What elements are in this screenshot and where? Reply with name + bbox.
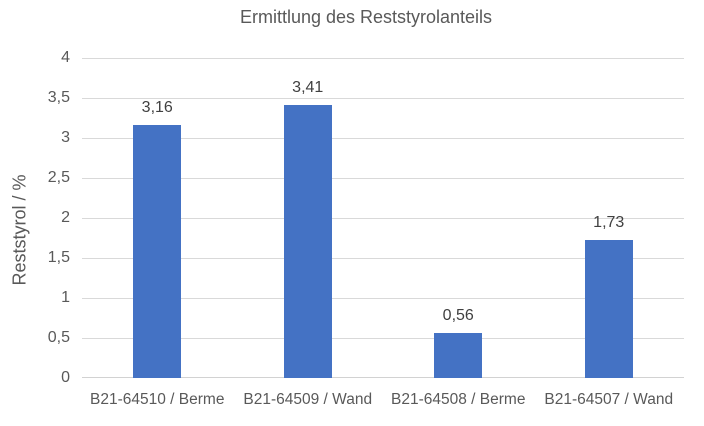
x-axis-category-label: B21-64507 / Wand — [544, 391, 674, 408]
gridline — [82, 178, 684, 179]
y-tick-label: 2,5 — [47, 169, 70, 186]
gridline — [82, 338, 684, 339]
y-tick-label: 0 — [61, 369, 70, 386]
x-axis-line — [82, 377, 684, 378]
bar — [283, 105, 332, 378]
bar — [584, 239, 633, 378]
gridline — [82, 58, 684, 59]
plot-area: 3,16 3,41 0,56 1,73 — [82, 58, 684, 378]
gridline — [82, 298, 684, 299]
y-tick-label: 1,5 — [47, 249, 70, 266]
x-axis-category-labels: B21-64510 / Berme B21-64509 / Wand B21-645… — [82, 391, 684, 413]
bar-value-label: 3,41 — [292, 79, 324, 97]
bar — [133, 125, 182, 378]
x-axis-category-label: B21-64509 / Wand — [243, 391, 373, 408]
bar — [434, 333, 483, 378]
bar-value-label: 0,56 — [442, 307, 474, 325]
x-axis-category-label: B21-64510 / Berme — [90, 391, 225, 408]
y-axis-title: Reststyrol / % — [9, 174, 30, 286]
y-tick-label: 3,5 — [47, 89, 70, 106]
y-tick-label: 4 — [61, 49, 70, 66]
x-axis-category-label: B21-64508 / Berme — [391, 391, 526, 408]
gridline — [82, 218, 684, 219]
y-tick-label: 2 — [61, 209, 70, 226]
bar-value-label: 1,73 — [593, 213, 625, 231]
gridline — [82, 258, 684, 259]
y-tick-label: 3 — [61, 129, 70, 146]
gridline — [82, 98, 684, 99]
chart-title: Ermittlung des Reststyrolanteils — [239, 7, 493, 27]
gridline — [82, 138, 684, 139]
y-tick-label: 1 — [61, 289, 70, 306]
y-tick-label: 0,5 — [47, 329, 70, 346]
bar-value-label: 3,16 — [141, 99, 173, 117]
